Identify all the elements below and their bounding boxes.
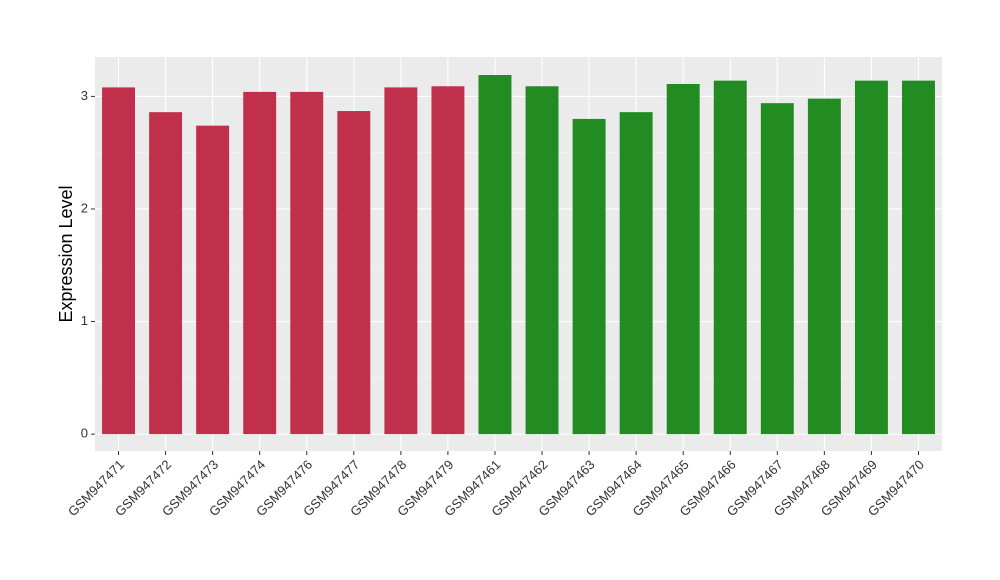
bar	[572, 118, 606, 435]
bar	[431, 86, 465, 435]
bar	[149, 112, 183, 435]
bar	[525, 86, 559, 435]
bar	[102, 87, 135, 435]
bar	[478, 75, 512, 435]
y-tick-label: 3	[81, 88, 88, 103]
bar	[666, 84, 700, 435]
bar	[713, 80, 747, 435]
bar	[243, 91, 277, 435]
y-tick-label: 2	[81, 200, 88, 215]
plot-panel	[95, 57, 942, 451]
bar	[854, 80, 888, 435]
y-tick-label: 0	[81, 426, 88, 441]
bar	[196, 125, 230, 435]
y-tick-label: 1	[81, 313, 88, 328]
bar	[337, 111, 371, 435]
bar	[807, 98, 841, 435]
bar	[619, 112, 653, 435]
bar	[384, 87, 418, 435]
y-axis-title: Expression Level	[56, 185, 76, 322]
bar	[760, 103, 794, 435]
bar	[290, 91, 324, 435]
bar	[902, 80, 935, 435]
